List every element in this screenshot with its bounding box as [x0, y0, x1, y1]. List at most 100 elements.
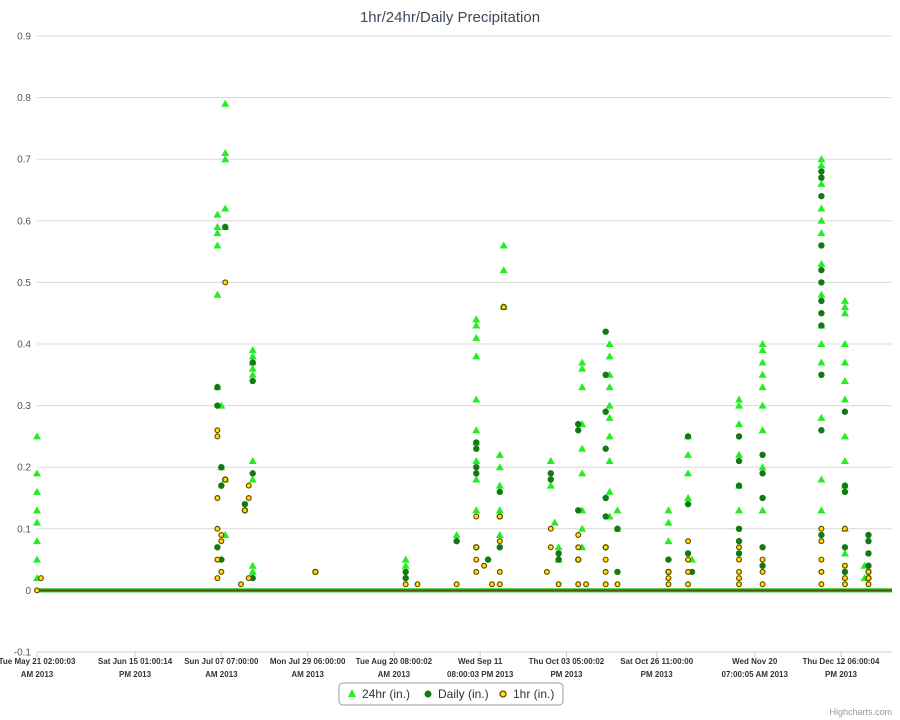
- point-24hr[interactable]: [613, 506, 622, 514]
- point-24hr[interactable]: [550, 518, 559, 526]
- point-1hr[interactable]: [736, 568, 743, 575]
- point-1hr[interactable]: [865, 575, 872, 582]
- point-daily[interactable]: [241, 500, 249, 508]
- point-daily[interactable]: [484, 556, 492, 563]
- point-24hr[interactable]: [605, 352, 614, 360]
- point-daily[interactable]: [249, 359, 256, 366]
- point-daily[interactable]: [735, 525, 743, 532]
- legend-item-24hr[interactable]: 24hr (in.): [348, 687, 410, 701]
- point-1hr[interactable]: [736, 556, 743, 563]
- point-24hr[interactable]: [817, 259, 826, 267]
- point-24hr[interactable]: [221, 155, 230, 163]
- point-24hr[interactable]: [817, 161, 826, 169]
- point-daily[interactable]: [684, 433, 692, 440]
- point-daily[interactable]: [735, 457, 743, 465]
- point-24hr[interactable]: [578, 444, 587, 452]
- point-1hr[interactable]: [496, 538, 503, 545]
- point-1hr[interactable]: [818, 568, 825, 575]
- point-1hr[interactable]: [583, 581, 590, 588]
- point-24hr[interactable]: [495, 450, 504, 458]
- point-24hr[interactable]: [758, 346, 767, 354]
- point-1hr[interactable]: [222, 476, 229, 483]
- point-daily[interactable]: [473, 439, 480, 446]
- point-1hr[interactable]: [602, 568, 609, 575]
- point-24hr[interactable]: [758, 426, 767, 434]
- point-daily[interactable]: [818, 168, 825, 175]
- point-24hr[interactable]: [817, 155, 826, 163]
- point-daily[interactable]: [547, 470, 554, 477]
- point-24hr[interactable]: [817, 413, 826, 421]
- point-daily[interactable]: [602, 494, 609, 502]
- point-1hr[interactable]: [218, 538, 225, 545]
- point-daily[interactable]: [818, 266, 825, 274]
- point-24hr[interactable]: [578, 358, 587, 366]
- point-daily[interactable]: [614, 525, 621, 532]
- point-1hr[interactable]: [481, 562, 488, 569]
- point-24hr[interactable]: [33, 555, 41, 563]
- point-24hr[interactable]: [213, 229, 222, 237]
- point-daily[interactable]: [602, 328, 609, 335]
- point-daily[interactable]: [473, 470, 480, 477]
- point-1hr[interactable]: [841, 575, 848, 582]
- point-daily[interactable]: [249, 470, 256, 477]
- point-1hr[interactable]: [736, 544, 743, 551]
- point-24hr[interactable]: [401, 555, 410, 563]
- point-1hr[interactable]: [841, 562, 848, 569]
- point-1hr[interactable]: [865, 581, 872, 588]
- credit-link[interactable]: Highcharts.com: [829, 707, 892, 717]
- point-24hr[interactable]: [248, 346, 257, 354]
- point-daily[interactable]: [218, 464, 225, 471]
- point-daily[interactable]: [614, 568, 621, 576]
- point-daily[interactable]: [759, 544, 766, 551]
- point-1hr[interactable]: [33, 587, 40, 594]
- point-daily[interactable]: [818, 427, 825, 434]
- point-1hr[interactable]: [245, 482, 252, 489]
- point-daily[interactable]: [759, 451, 766, 459]
- point-24hr[interactable]: [554, 543, 563, 551]
- point-24hr[interactable]: [817, 229, 826, 237]
- point-daily[interactable]: [735, 433, 743, 440]
- point-1hr[interactable]: [488, 581, 495, 588]
- point-daily[interactable]: [865, 531, 872, 539]
- point-daily[interactable]: [496, 544, 503, 551]
- point-1hr[interactable]: [214, 575, 221, 582]
- point-1hr[interactable]: [759, 581, 766, 588]
- point-daily[interactable]: [865, 562, 872, 569]
- point-24hr[interactable]: [452, 530, 461, 538]
- point-1hr[interactable]: [759, 556, 766, 563]
- point-24hr[interactable]: [546, 457, 555, 465]
- point-24hr[interactable]: [684, 450, 693, 458]
- point-24hr[interactable]: [758, 401, 767, 409]
- point-24hr[interactable]: [840, 376, 849, 384]
- point-24hr[interactable]: [221, 99, 230, 107]
- point-24hr[interactable]: [758, 506, 767, 514]
- point-24hr[interactable]: [495, 481, 504, 489]
- point-24hr[interactable]: [33, 518, 41, 526]
- point-24hr[interactable]: [495, 530, 504, 538]
- point-1hr[interactable]: [575, 581, 582, 588]
- point-24hr[interactable]: [401, 561, 410, 569]
- point-1hr[interactable]: [685, 581, 692, 588]
- point-24hr[interactable]: [472, 333, 481, 341]
- point-daily[interactable]: [473, 445, 480, 452]
- point-1hr[interactable]: [818, 538, 825, 545]
- point-1hr[interactable]: [245, 495, 252, 502]
- point-daily[interactable]: [841, 544, 849, 551]
- point-24hr[interactable]: [817, 475, 826, 483]
- point-1hr[interactable]: [736, 581, 743, 588]
- point-1hr[interactable]: [214, 427, 221, 434]
- point-24hr[interactable]: [840, 358, 849, 366]
- point-1hr[interactable]: [473, 513, 480, 520]
- point-daily[interactable]: [759, 494, 766, 502]
- point-24hr[interactable]: [499, 266, 508, 274]
- point-daily[interactable]: [735, 550, 743, 557]
- point-24hr[interactable]: [472, 426, 481, 434]
- point-24hr[interactable]: [758, 463, 767, 471]
- point-24hr[interactable]: [33, 537, 41, 545]
- point-24hr[interactable]: [758, 370, 767, 378]
- point-daily[interactable]: [602, 408, 609, 415]
- point-daily[interactable]: [865, 537, 872, 545]
- point-24hr[interactable]: [472, 352, 481, 360]
- point-24hr[interactable]: [472, 395, 481, 403]
- point-24hr[interactable]: [248, 561, 257, 569]
